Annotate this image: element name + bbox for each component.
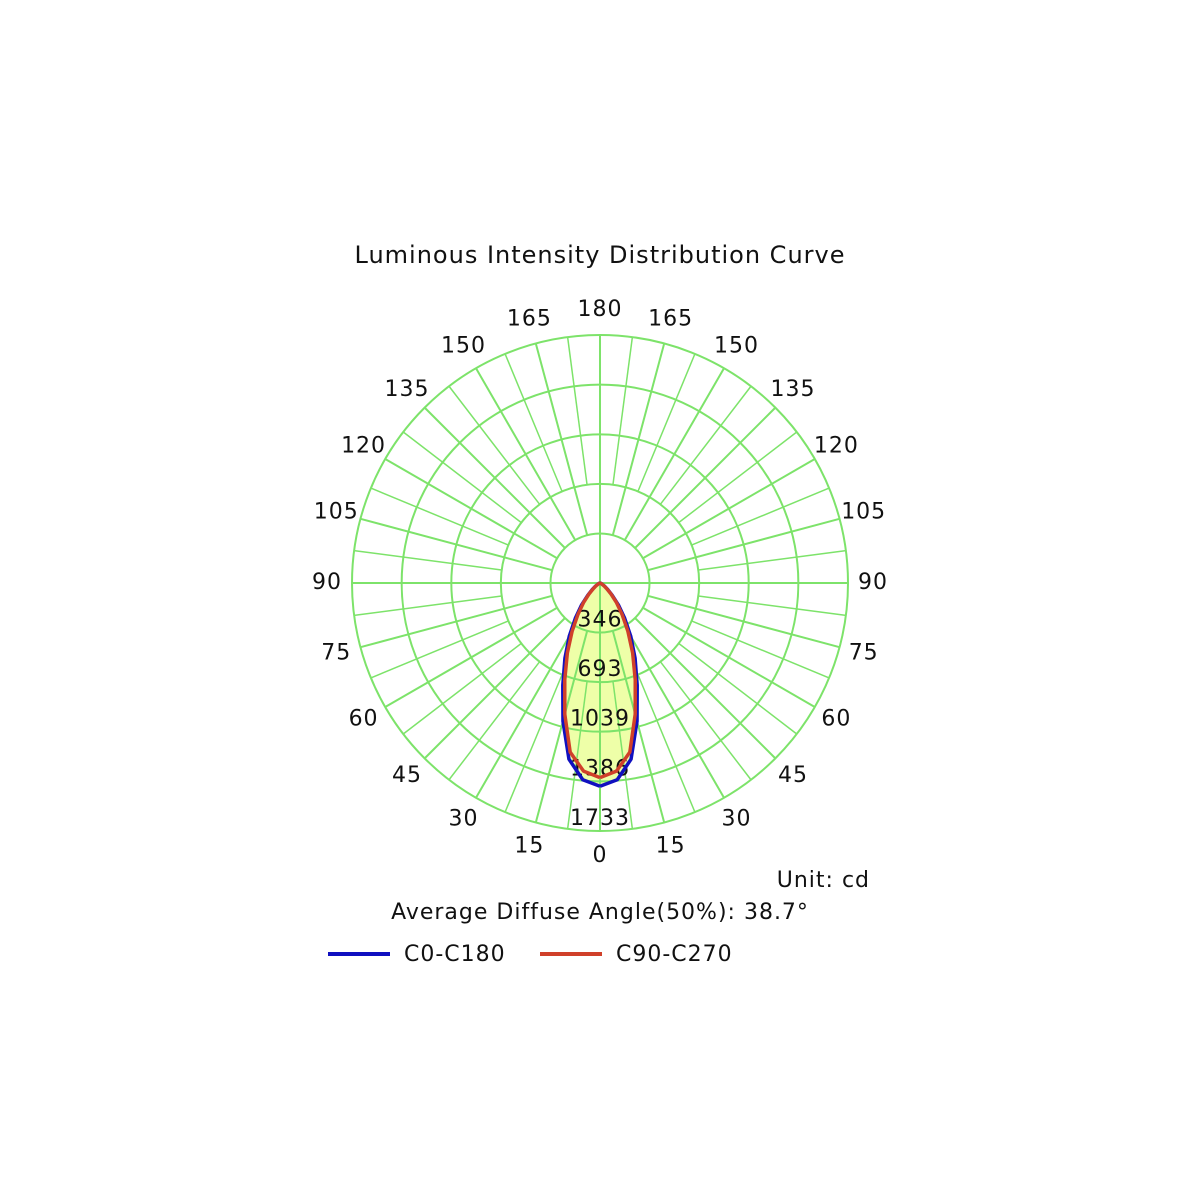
- grid-subspoke: [566, 337, 588, 485]
- grid-subspoke: [354, 549, 502, 571]
- angle-label: 0: [593, 843, 608, 868]
- angle-label: 30: [449, 806, 479, 831]
- grid-spoke: [634, 617, 777, 760]
- grid-subspoke: [612, 337, 634, 485]
- grid-spoke: [623, 625, 725, 799]
- grid-subspoke: [402, 642, 522, 735]
- angle-label: 90: [858, 570, 888, 595]
- angle-label: 15: [656, 834, 686, 859]
- grid-subspoke: [678, 431, 798, 524]
- grid-spoke: [642, 458, 816, 560]
- angle-label: 75: [849, 641, 879, 666]
- radial-label: 346: [578, 608, 623, 633]
- angle-label: 90: [312, 570, 342, 595]
- angle-label: 120: [814, 434, 859, 459]
- grid-spoke: [475, 625, 577, 799]
- grid-spoke: [423, 406, 566, 549]
- annotation: Average Diffuse Angle(50%): 38.7°: [391, 900, 809, 925]
- grid-subspoke: [637, 674, 696, 813]
- angle-label: 120: [341, 434, 386, 459]
- grid-spoke: [360, 594, 553, 649]
- angle-label: 30: [722, 806, 752, 831]
- grid-spoke: [423, 617, 566, 760]
- grid-subspoke: [659, 385, 752, 505]
- grid-spoke: [647, 517, 840, 572]
- grid-spoke: [611, 630, 666, 823]
- angle-label: 75: [321, 641, 351, 666]
- grid-subspoke: [370, 620, 509, 679]
- grid-spoke: [634, 406, 777, 549]
- grid-subspoke: [691, 487, 830, 546]
- angle-label: 165: [507, 306, 552, 331]
- grid-subspoke: [691, 620, 830, 679]
- angle-label: 15: [514, 834, 544, 859]
- legend-label: C90-C270: [616, 942, 733, 967]
- grid-spoke: [360, 517, 553, 572]
- grid-subspoke: [698, 549, 846, 571]
- grid-spoke: [623, 367, 725, 541]
- unit-label: Unit: cd: [777, 868, 870, 893]
- angle-label: 105: [314, 499, 359, 524]
- grid-spoke: [534, 630, 589, 823]
- chart-title: Luminous Intensity Distribution Curve: [355, 241, 846, 269]
- angle-label: 45: [778, 763, 808, 788]
- grid-subspoke: [566, 681, 588, 829]
- grid-subspoke: [678, 642, 798, 735]
- grid-spoke: [647, 594, 840, 649]
- grid-subspoke: [354, 595, 502, 617]
- angle-label: 135: [384, 377, 429, 402]
- angle-label: 150: [441, 334, 486, 359]
- grid-spoke: [384, 606, 558, 708]
- grid-subspoke: [698, 595, 846, 617]
- grid-subspoke: [504, 674, 563, 813]
- grid-subspoke: [370, 487, 509, 546]
- grid-subspoke: [402, 431, 522, 524]
- angle-label: 135: [771, 377, 816, 402]
- grid-spoke: [642, 606, 816, 708]
- angle-label: 150: [714, 334, 759, 359]
- grid-spoke: [384, 458, 558, 560]
- grid-subspoke: [448, 661, 541, 781]
- angle-label: 60: [821, 707, 851, 732]
- angle-label: 180: [578, 297, 623, 322]
- angle-label: 105: [841, 499, 886, 524]
- grid-subspoke: [612, 681, 634, 829]
- grid-spoke: [611, 343, 666, 536]
- grid-subspoke: [504, 353, 563, 492]
- grid-spoke: [475, 367, 577, 541]
- angle-label: 45: [392, 763, 422, 788]
- radial-label: 693: [578, 657, 623, 682]
- radial-label: 1733: [570, 806, 630, 831]
- grid-spoke: [534, 343, 589, 536]
- legend-label: C0-C180: [404, 942, 506, 967]
- grid-subspoke: [448, 385, 541, 505]
- grid-subspoke: [637, 353, 696, 492]
- series-line: [598, 581, 637, 780]
- series-line: [563, 581, 602, 780]
- grid-subspoke: [659, 661, 752, 781]
- radial-label: 1039: [570, 707, 630, 732]
- angle-label: 60: [349, 707, 379, 732]
- angle-label: 165: [648, 306, 693, 331]
